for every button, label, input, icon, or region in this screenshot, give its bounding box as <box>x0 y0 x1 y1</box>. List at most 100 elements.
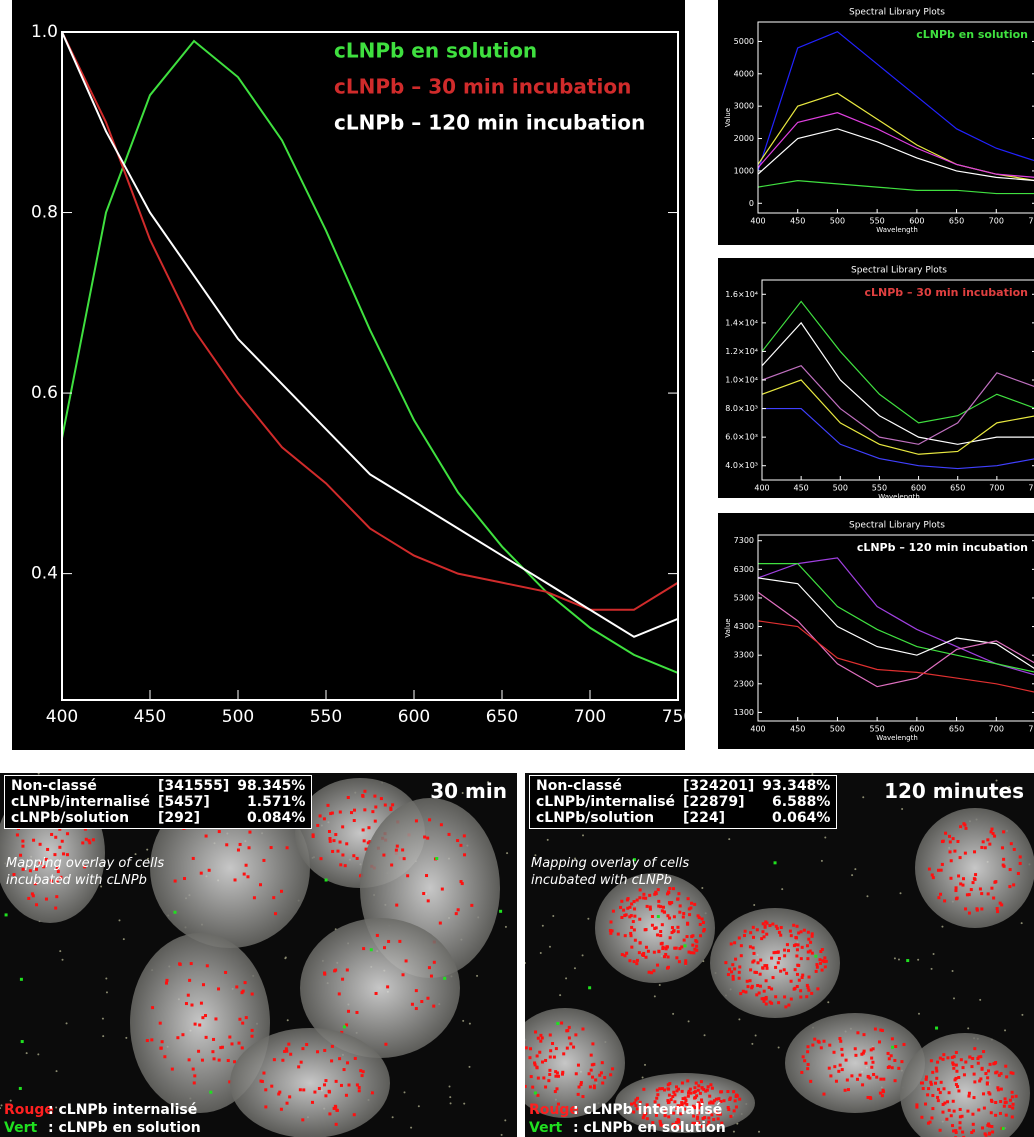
red-pixel <box>542 1076 546 1080</box>
red-pixel <box>1011 1106 1015 1110</box>
red-pixel <box>323 1048 327 1052</box>
debris <box>146 848 149 851</box>
red-pixel <box>820 948 824 952</box>
red-pixel <box>1004 1064 1008 1068</box>
red-pixel <box>646 949 650 953</box>
red-pixel <box>821 959 825 963</box>
stats-table: Non-classé [341555] 98.345% cLNPb/internali… <box>4 775 313 829</box>
red-pixel <box>695 1117 699 1121</box>
red-pixel <box>62 852 66 856</box>
red-pixel <box>810 934 814 938</box>
debris <box>37 1053 40 1056</box>
red-pixel <box>714 1097 718 1101</box>
red-pixel <box>667 901 671 905</box>
red-pixel <box>340 1030 344 1034</box>
red-pixel <box>561 1070 565 1074</box>
red-pixel <box>362 839 366 843</box>
red-pixel <box>638 1100 642 1104</box>
red-pixel <box>406 874 410 878</box>
red-pixel <box>633 914 637 918</box>
red-pixel <box>774 924 778 928</box>
red-pixel <box>462 834 466 838</box>
red-pixel <box>671 1122 675 1126</box>
green-pixel <box>20 1040 24 1044</box>
red-pixel <box>941 1057 945 1061</box>
red-pixel <box>949 859 953 863</box>
red-pixel <box>938 1091 942 1095</box>
red-pixel <box>644 955 648 959</box>
red-pixel <box>943 1101 947 1105</box>
red-pixel <box>1014 1094 1018 1098</box>
green-pixel <box>683 944 687 948</box>
red-pixel <box>977 1055 981 1059</box>
series-line <box>758 591 1034 688</box>
red-pixel <box>961 883 965 887</box>
red-pixel <box>241 989 245 993</box>
debris <box>967 1027 970 1030</box>
red-pixel <box>654 890 658 894</box>
red-pixel <box>819 1046 823 1050</box>
debris <box>487 781 490 784</box>
y-tick-label: 0 <box>749 199 754 208</box>
red-pixel <box>192 1081 196 1085</box>
red-pixel <box>998 901 1002 905</box>
red-pixel <box>528 1056 532 1060</box>
red-pixel <box>701 1116 705 1120</box>
red-pixel <box>355 1010 359 1014</box>
red-pixel <box>659 934 663 938</box>
red-pixel <box>718 1112 722 1116</box>
red-pixel <box>301 1047 305 1051</box>
stats-cell: 93.348% <box>762 778 831 794</box>
red-pixel <box>165 978 169 982</box>
red-pixel <box>1002 857 1006 861</box>
red-pixel <box>317 1086 321 1090</box>
red-pixel <box>21 839 25 843</box>
debris <box>101 1017 104 1020</box>
red-pixel <box>574 1033 578 1037</box>
red-pixel <box>334 1079 338 1083</box>
debris <box>703 1034 706 1037</box>
x-tick-label: 600 <box>909 725 924 734</box>
red-pixel <box>632 900 636 904</box>
red-pixel <box>1008 885 1012 889</box>
red-pixel <box>588 1085 592 1089</box>
legend-text: : cLNPb internalisé <box>48 1102 198 1118</box>
red-pixel <box>726 1090 730 1094</box>
series-line <box>758 31 1034 172</box>
red-pixel <box>569 1042 573 1046</box>
red-pixel <box>882 1077 886 1081</box>
red-pixel <box>549 1049 553 1053</box>
x-tick-label: 400 <box>750 217 765 226</box>
red-pixel <box>970 1131 974 1135</box>
x-tick-label: 650 <box>949 217 964 226</box>
red-pixel <box>355 856 359 860</box>
red-pixel <box>880 1094 884 1098</box>
red-pixel <box>991 1130 995 1134</box>
x-axis-label: Wavelength <box>876 734 918 742</box>
red-pixel <box>678 904 682 908</box>
red-pixel <box>714 1110 718 1114</box>
y-tick-label: 2300 <box>734 679 754 688</box>
red-pixel <box>915 1103 919 1107</box>
red-pixel <box>299 1060 303 1064</box>
red-pixel <box>83 865 87 869</box>
red-pixel <box>750 986 754 990</box>
x-tick-label: 450 <box>790 725 805 734</box>
red-pixel <box>311 834 315 838</box>
green-pixel <box>4 913 8 917</box>
red-pixel <box>611 909 615 913</box>
red-pixel <box>328 837 332 841</box>
red-pixel <box>878 1040 882 1044</box>
red-pixel <box>363 808 367 812</box>
red-pixel <box>695 1104 699 1108</box>
debris <box>118 919 121 922</box>
red-pixel <box>341 853 345 857</box>
red-pixel <box>959 1058 963 1062</box>
red-pixel <box>219 1046 223 1050</box>
red-pixel <box>429 974 433 978</box>
red-pixel <box>765 964 769 968</box>
red-pixel <box>338 810 342 814</box>
red-pixel <box>277 1092 281 1096</box>
red-pixel <box>248 830 252 834</box>
red-pixel <box>930 873 934 877</box>
